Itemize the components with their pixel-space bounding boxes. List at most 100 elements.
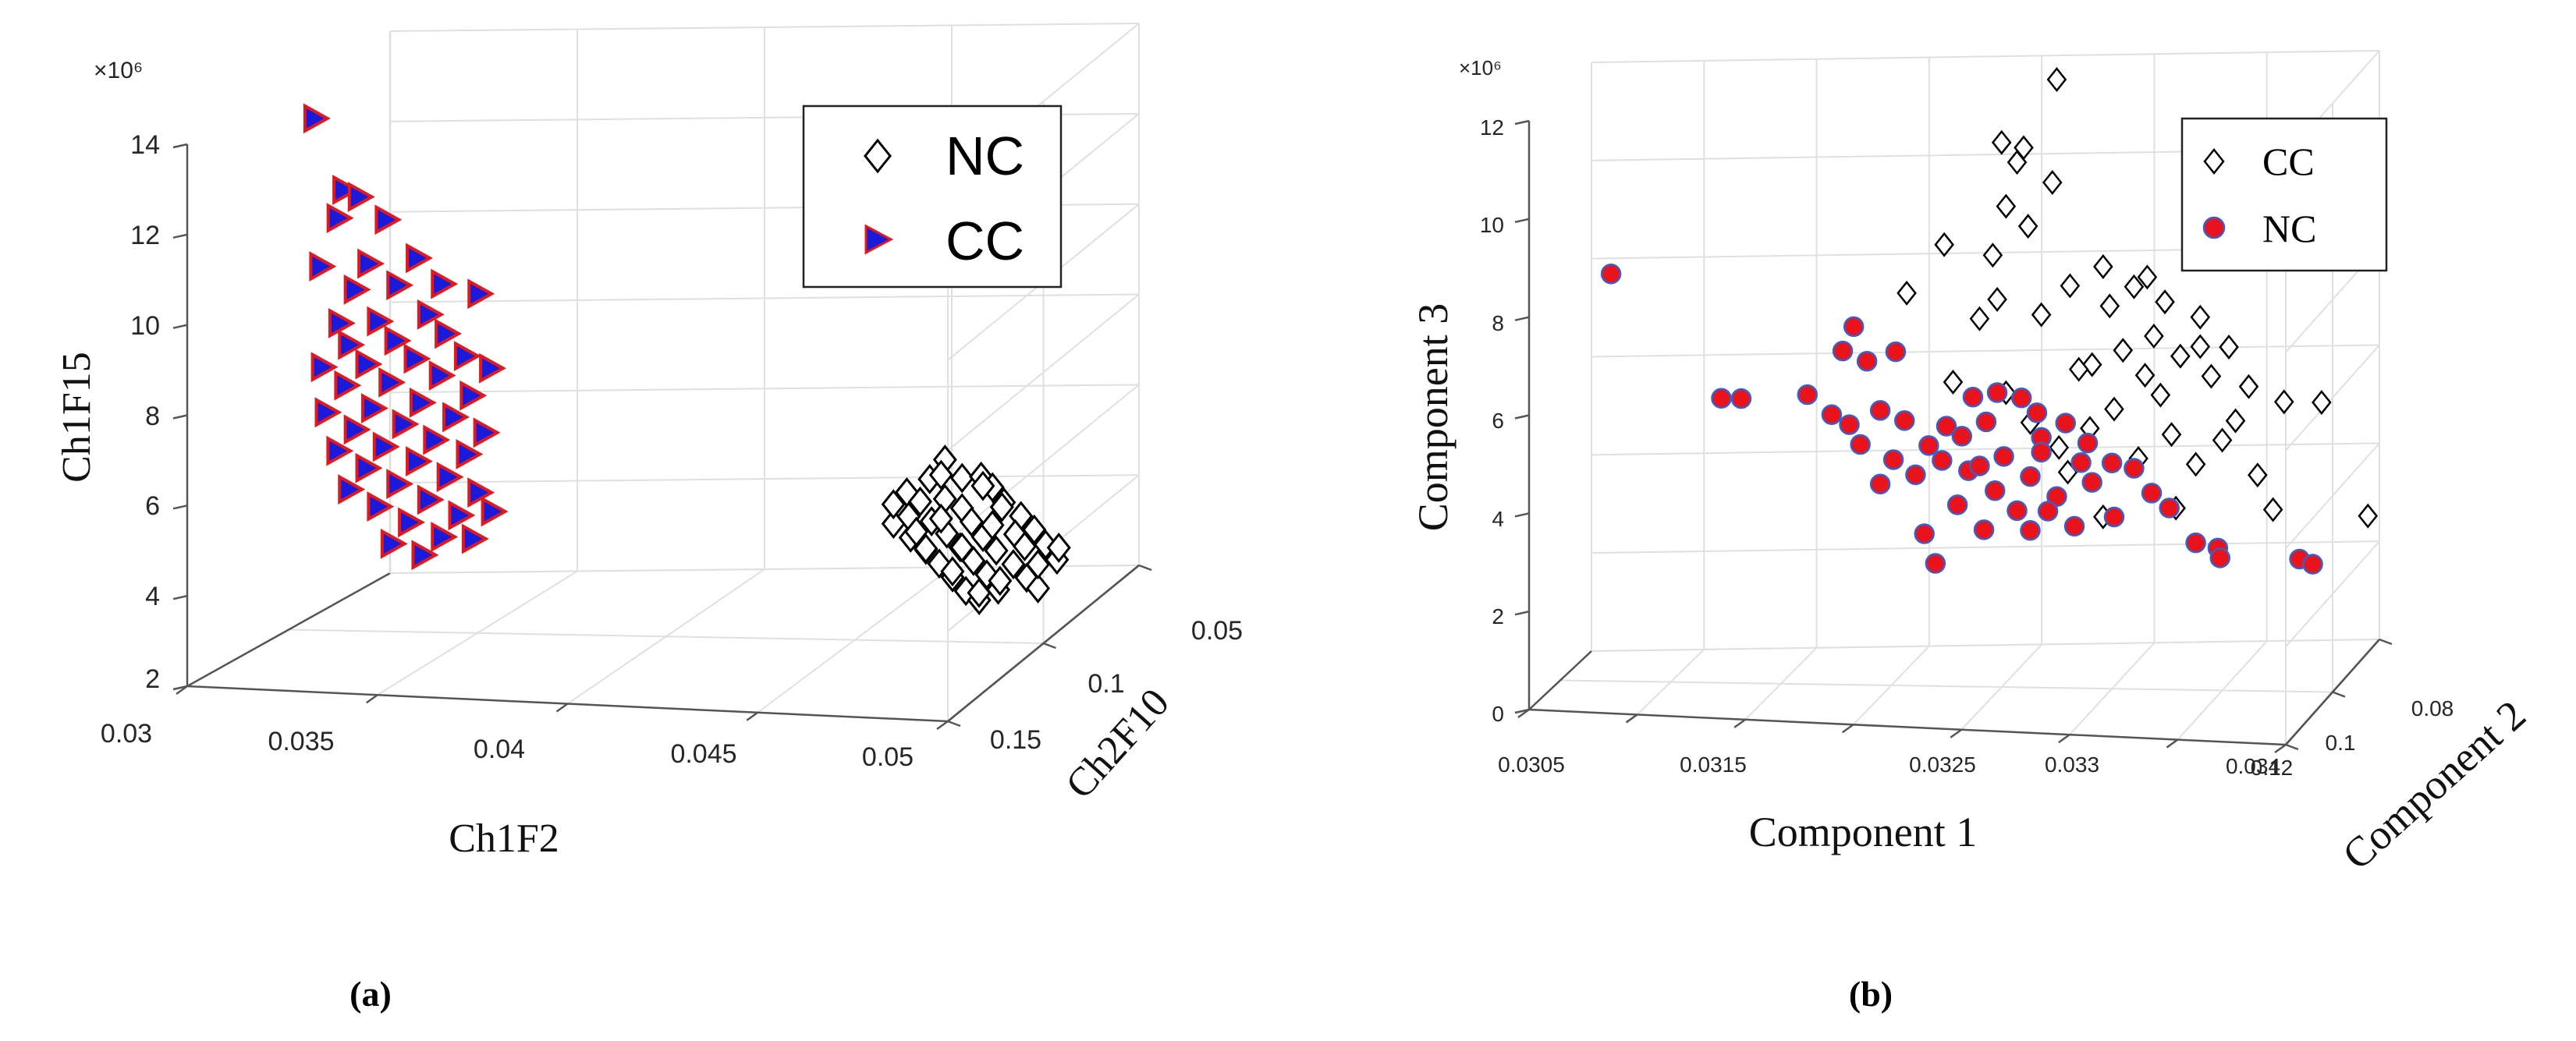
data-point-triangle [378,366,406,398]
y-tick-mark [947,720,961,728]
data-point-circle [1932,450,1953,471]
data-point-circle [2020,520,2041,541]
z-tick-mark [1514,610,1530,616]
z-tick-mark [172,505,188,510]
data-point-diamond [967,577,992,608]
legend-label-cc: CC [946,211,1024,271]
floor-edge-line [186,572,391,688]
z-tick-mark [172,233,188,239]
x-axis-line [1528,708,2287,746]
panel-a-y-ticks: 0.05 0.1 0.15 [990,616,1243,755]
data-point-diamond [2031,302,2052,328]
data-point-circle [1711,388,1732,409]
z-tick-mark [1514,414,1530,420]
panel-b-series-nc [1600,264,2323,575]
y-tick-mark [1043,642,1056,650]
data-point-diamond [1996,193,2017,219]
data-point-circle [1730,388,1752,409]
wall-grid-line [1591,540,2380,554]
y-axis-front-line [947,565,1140,722]
legend-marker-cc [864,224,894,255]
panel-a-x-ticks: 0.03 0.035 0.04 0.045 0.05 [101,719,914,772]
panel-a-label: (a) [349,974,392,1014]
data-point-triangle [411,540,439,571]
panel-a-z-multiplier: ×10⁶ [94,58,143,83]
y-tick-mark [2379,638,2393,646]
z-tick-label: 6 [1492,409,1504,433]
panel-b-z-ticks: 0 2 4 6 8 10 12 [1480,115,1504,726]
legend-box [2180,117,2388,272]
data-point-circle [2031,441,2052,463]
x-tick-mark [936,720,949,731]
data-point-triangle [473,417,501,448]
data-point-circle [1856,350,1878,372]
floor-grid-line [1559,679,2333,693]
data-point-triangle [442,402,470,433]
data-point-circle [1869,473,1891,495]
data-point-triangle [406,446,433,476]
x-tick-label: 0.045 [670,739,736,769]
data-point-triangle [303,103,331,134]
x-tick-mark [2058,734,2070,744]
data-point-diamond [1934,232,1954,257]
panel-a-series-nc [881,444,1071,615]
y-tick-label: 0.1 [2326,731,2356,755]
data-point-triangle [423,424,451,455]
x-tick-label: 0.0305 [1498,752,1565,777]
panel-b-legend: CC NC [2180,117,2388,272]
data-point-triangle [453,341,481,372]
x-tick-label: 0.0315 [1680,752,1747,777]
data-point-diamond [1012,531,1037,562]
data-point-circle [1993,446,2014,467]
wall-grid-line [389,384,1140,394]
x-tick-label: 0.033 [2045,752,2099,777]
wall-grid-line [1591,442,2380,456]
data-point-diamond [2113,338,2134,363]
x-tick-mark [1733,718,1746,728]
z-tick-label: 12 [1480,115,1504,140]
x-tick-mark [1950,728,1963,738]
data-point-diamond [988,565,1013,597]
data-point-diamond [1026,573,1051,604]
data-point-triangle [409,388,437,418]
z-tick-label: 10 [130,311,160,341]
wall-grid-line [1591,344,2380,358]
data-point-circle [1962,387,1984,408]
legend-label-nc: NC [2262,207,2316,250]
data-point-circle [2037,501,2059,522]
data-point-triangle [355,349,383,380]
y-tick-label: 0.1 [1088,669,1124,699]
data-point-triangle [380,528,408,559]
panel-b-axes [1514,119,2393,754]
data-point-triangle [326,203,354,234]
z-tick-label: 6 [145,491,160,521]
data-point-circle [1951,426,1973,447]
data-point-triangle [314,397,342,428]
panel-b-series-cc [1897,66,2379,529]
x-tick-mark [555,703,569,713]
z-tick-mark [172,414,188,420]
panel-a-x-axis-label: Ch1F2 [449,816,559,861]
data-point-diamond [914,533,939,564]
z-tick-label: 8 [145,402,160,431]
data-point-triangle [459,380,488,411]
data-point-diamond [980,510,1005,540]
y-tick-mark [2285,743,2299,751]
data-point-circle [1946,494,1968,515]
z-tick-mark [172,594,188,600]
data-point-circle [1914,523,1935,544]
data-point-triangle [367,306,395,337]
wall-grid-line [947,293,1140,451]
data-point-diamond [881,489,906,520]
legend-marker-cc [2203,147,2225,175]
data-point-triangle [479,352,506,384]
data-point-circle [1843,316,1865,338]
data-point-circle [2055,413,2076,434]
data-point-diamond [2212,427,2233,453]
data-point-circle [2124,458,2145,479]
data-point-diamond [2190,304,2211,330]
data-point-diamond [2155,289,2175,315]
y-tick-label: 0.08 [2411,696,2454,721]
data-point-triangle [386,270,414,301]
